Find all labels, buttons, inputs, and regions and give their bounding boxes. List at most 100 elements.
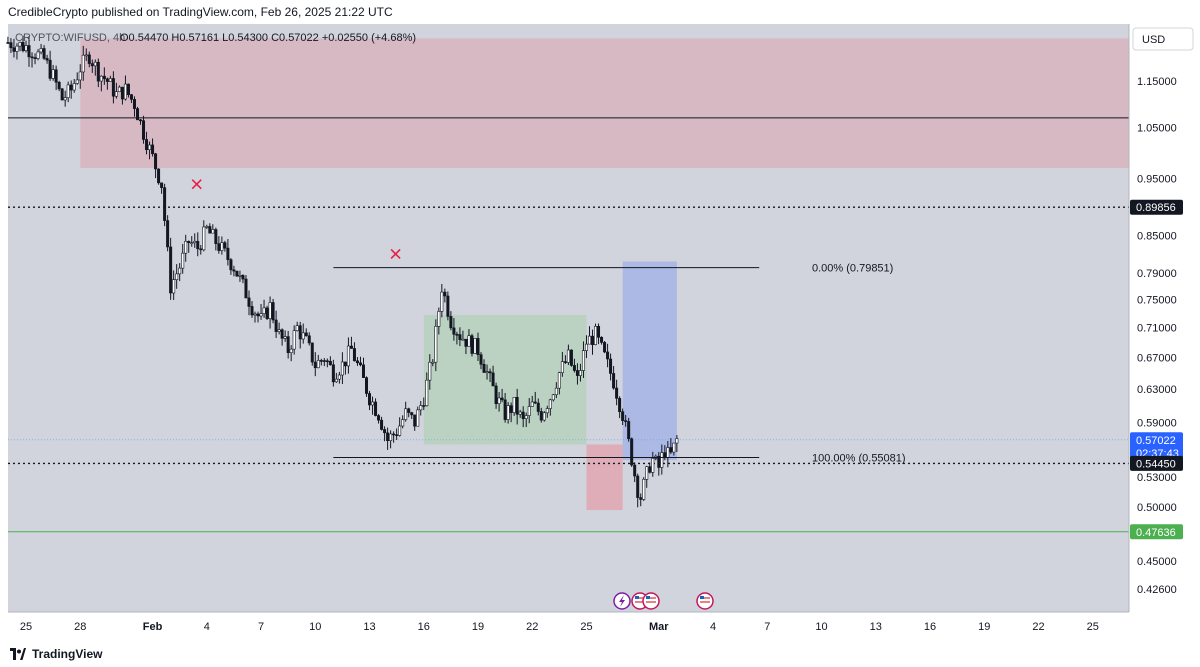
candle[interactable] — [352, 342, 356, 362]
event-lightning-icon[interactable] — [613, 592, 631, 610]
candle[interactable] — [211, 224, 215, 234]
candle[interactable] — [36, 49, 40, 61]
candle[interactable] — [223, 240, 227, 252]
candle[interactable] — [66, 81, 70, 103]
candle[interactable] — [325, 358, 329, 368]
candle[interactable] — [313, 352, 317, 377]
candle[interactable] — [132, 96, 136, 117]
candle[interactable] — [33, 53, 37, 65]
candle[interactable] — [214, 227, 218, 251]
candle[interactable] — [563, 355, 567, 364]
candle[interactable] — [99, 75, 103, 92]
candle[interactable] — [609, 353, 613, 381]
candle[interactable] — [633, 462, 637, 483]
candle[interactable] — [557, 371, 561, 395]
candle[interactable] — [334, 372, 338, 383]
candle[interactable] — [12, 38, 16, 58]
candle[interactable] — [494, 382, 498, 409]
candle[interactable] — [63, 90, 67, 107]
candle[interactable] — [301, 323, 305, 344]
candle[interactable] — [446, 291, 450, 321]
candle[interactable] — [584, 335, 588, 359]
candle[interactable] — [292, 325, 296, 355]
candle[interactable] — [262, 299, 266, 318]
candle[interactable] — [232, 265, 236, 277]
candle[interactable] — [365, 376, 369, 397]
candle[interactable] — [217, 236, 221, 254]
candle[interactable] — [669, 438, 673, 454]
candle[interactable] — [322, 358, 326, 367]
candle[interactable] — [169, 237, 173, 300]
candle[interactable] — [175, 264, 179, 289]
candle[interactable] — [54, 65, 58, 91]
candle[interactable] — [404, 401, 408, 422]
candle[interactable] — [328, 356, 332, 366]
candle[interactable] — [419, 400, 423, 416]
candle[interactable] — [331, 359, 335, 387]
candle[interactable] — [482, 359, 486, 373]
range-zone[interactable] — [423, 314, 587, 445]
candle[interactable] — [15, 43, 19, 60]
cross-marker-icon[interactable] — [191, 179, 202, 190]
candle[interactable] — [187, 240, 191, 253]
symbol-label[interactable]: CRYPTO:WIFUSD, 4h — [15, 32, 125, 44]
candle[interactable] — [265, 305, 269, 320]
candle[interactable] — [479, 352, 483, 370]
candle[interactable] — [18, 41, 22, 52]
candle[interactable] — [612, 366, 616, 390]
candle[interactable] — [518, 409, 522, 418]
candle[interactable] — [154, 152, 158, 179]
candle[interactable] — [627, 417, 631, 442]
candle[interactable] — [542, 411, 546, 422]
candle[interactable] — [548, 398, 552, 416]
candle[interactable] — [307, 332, 311, 346]
candle[interactable] — [244, 275, 248, 299]
candle[interactable] — [386, 427, 390, 450]
candle[interactable] — [96, 58, 100, 88]
time-axis[interactable] — [8, 612, 1129, 640]
candle[interactable] — [434, 319, 438, 372]
price-label-2[interactable]: 0.54450 — [1130, 455, 1183, 471]
candle[interactable] — [126, 83, 130, 98]
candle[interactable] — [142, 115, 146, 144]
candle[interactable] — [368, 390, 372, 411]
candle[interactable] — [117, 85, 121, 93]
candle[interactable] — [256, 311, 260, 323]
candle[interactable] — [470, 333, 474, 357]
candle[interactable] — [371, 396, 375, 415]
candle[interactable] — [672, 442, 676, 456]
candle[interactable] — [591, 329, 595, 355]
candle[interactable] — [506, 402, 510, 424]
candle[interactable] — [569, 349, 573, 367]
candle[interactable] — [151, 138, 155, 157]
currency-button[interactable]: USD — [1132, 27, 1194, 51]
candle[interactable] — [473, 338, 477, 354]
candle[interactable] — [253, 311, 257, 323]
candle[interactable] — [280, 328, 284, 346]
candle[interactable] — [235, 270, 239, 277]
candle[interactable] — [193, 233, 197, 248]
candle[interactable] — [425, 372, 429, 407]
candle[interactable] — [642, 477, 646, 501]
candle[interactable] — [648, 462, 652, 474]
candle[interactable] — [500, 388, 504, 403]
candle[interactable] — [163, 183, 167, 227]
candle[interactable] — [413, 414, 417, 431]
price-label-0[interactable]: 0.89856 — [1130, 199, 1183, 215]
candle[interactable] — [39, 43, 43, 55]
candle[interactable] — [184, 234, 188, 262]
candle[interactable] — [241, 274, 245, 284]
candle[interactable] — [346, 337, 350, 374]
candle[interactable] — [600, 336, 604, 345]
candle[interactable] — [455, 331, 459, 345]
candle[interactable] — [416, 406, 420, 427]
candle[interactable] — [358, 356, 362, 367]
candle[interactable] — [449, 311, 453, 331]
candle[interactable] — [139, 118, 143, 125]
candle[interactable] — [461, 330, 465, 341]
candle[interactable] — [172, 270, 176, 300]
candle[interactable] — [437, 307, 441, 335]
candle[interactable] — [581, 341, 585, 378]
candle[interactable] — [428, 354, 432, 390]
candle[interactable] — [407, 407, 411, 418]
